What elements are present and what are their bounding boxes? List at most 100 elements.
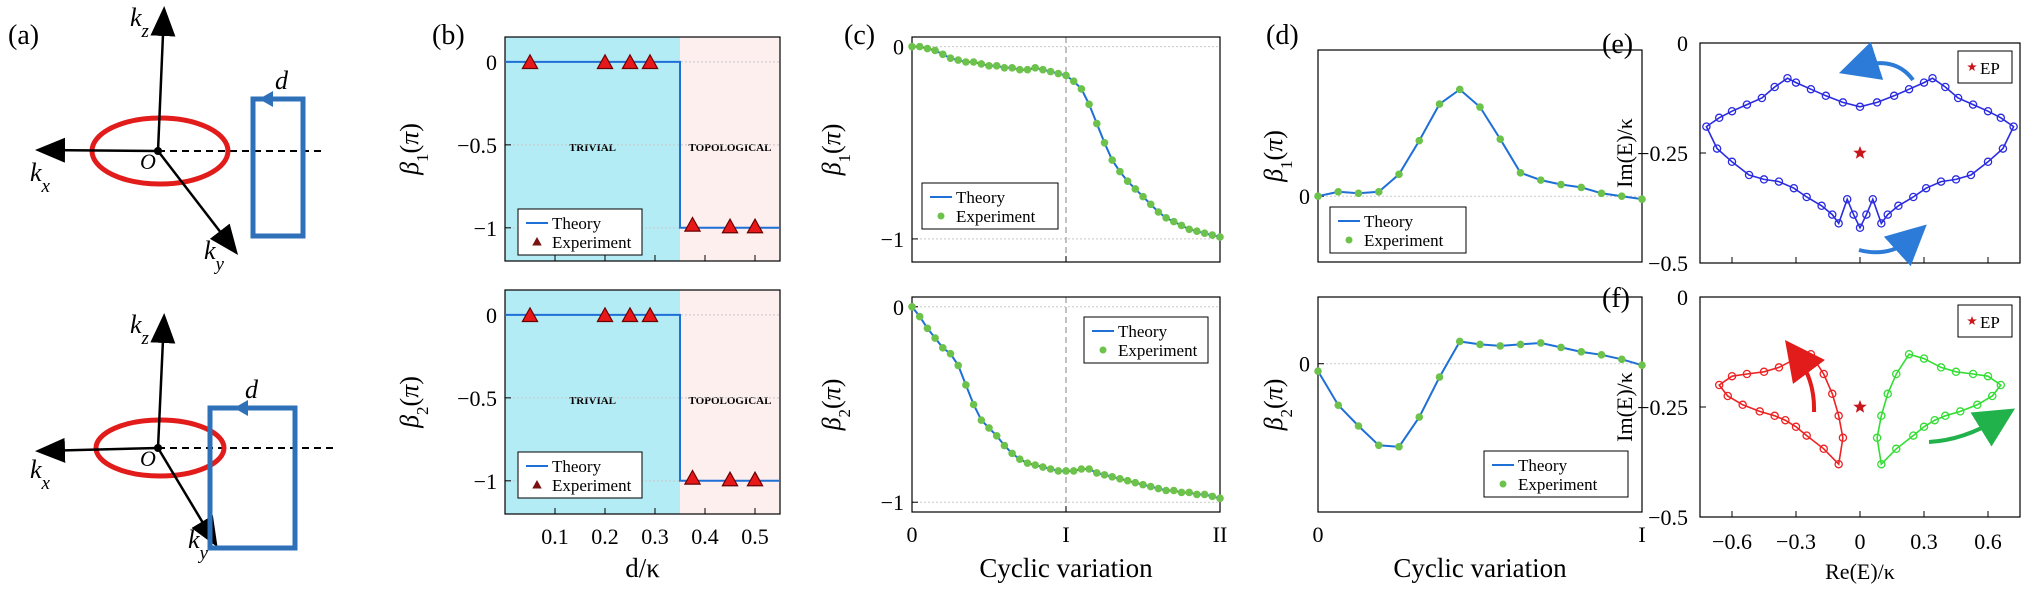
beta-unit: ( [817,145,846,154]
loop-point [1868,194,1878,204]
region-label: TOPOLOGICAL [689,142,772,154]
experiment-point [596,53,614,70]
loop-point [1727,157,1737,167]
experiment-point [1476,340,1484,349]
experiment-point [992,431,1001,440]
experiment-point [1139,480,1147,489]
kx-label-sub: x [41,176,51,197]
y-axis-label-text: β2(π) [817,379,854,432]
experiment-point [1374,188,1383,196]
loop-point [1872,98,1882,107]
kz-label-base: k [130,310,142,339]
y-axis-label: Im(E)/κ [1612,118,1637,188]
loop-point [1889,91,1899,101]
loop-point [1996,113,2006,123]
region-label: TRIVIAL [569,142,616,154]
experiment-point [1200,229,1209,237]
experiment-point [1177,221,1186,230]
loop-point [1702,122,1711,131]
x-tick-label: −0.6 [1712,529,1752,554]
y-tick-label: 0 [1299,184,1310,209]
beta-pi: π [395,384,424,398]
loop-point [1834,459,1843,469]
blue-loop [250,96,306,239]
x-axis-label: d/κ [625,553,660,583]
panel-label-e: (e) [1602,29,1633,60]
x-tick-label: 0.2 [591,524,619,549]
loop-point [1770,411,1779,421]
loop-point [1953,93,1963,103]
loop-point [1998,144,2008,153]
experiment-point [1314,192,1322,201]
loop-point [1774,177,1784,186]
beta-symbol: β [1259,169,1288,183]
experiment-point [923,324,932,333]
beta-unit-close: ) [1259,130,1288,139]
x-tick-label: 0 [1313,522,1324,547]
x-axis-label: Cyclic variation [979,553,1153,583]
experiment-point [1146,200,1155,209]
legend-box [1083,316,1209,364]
beta-symbol: β [1259,417,1288,431]
loop-point [1951,175,1961,184]
experiment-point [908,42,916,51]
legend-box [517,451,643,499]
y-tick-label: 0 [486,50,497,75]
experiment-point [1162,486,1170,495]
loop-point [1828,210,1837,219]
ep-star [1853,146,1867,159]
loop-point [1781,415,1790,425]
circulation-arrow [1928,408,2016,447]
loop-point [1936,177,1946,186]
loop-point [1757,93,1767,103]
ky-label-sub: y [198,543,209,564]
experiment-point [977,60,986,68]
experiment-point [1031,461,1039,469]
circulation-arrow [1858,224,1927,267]
experiment-point [1200,490,1209,499]
beta-unit: ( [395,398,424,407]
loop-point [1872,433,1882,443]
y-tick-label: −0.5 [457,133,497,158]
experiment-point [908,302,916,311]
loop-point [1877,459,1886,469]
experiment-point [1516,340,1525,349]
y-axis-label-text: β1(π) [395,123,432,176]
kz-label-base: k [130,3,142,32]
legend-experiment-label: Experiment [956,207,1036,226]
kx-label-base: k [30,158,42,187]
experiment-point [1435,100,1444,108]
experiment-point [1496,342,1505,350]
loop-point [1877,411,1886,421]
experiment-point [1162,213,1170,222]
x-tick-label: 0.4 [691,524,719,549]
experiment-point [1177,488,1186,497]
kx-axis [35,437,159,463]
loop-point [1983,157,1993,167]
legend-theory-label: Theory [1118,322,1168,341]
beta-symbol: β [395,162,424,176]
experiment-point [1008,63,1016,72]
experiment-point [1557,180,1565,189]
experiment-point [939,50,947,59]
experiment-point [1016,65,1024,74]
legend-experiment-swatch [532,237,542,246]
loop-point [1936,363,1946,372]
y-tick-label: 0 [1677,285,1688,310]
experiment-point [1597,189,1606,198]
region-label: TRIVIAL [569,395,616,407]
loop-point [1714,113,1724,123]
experiment-point [621,306,639,323]
experiment-point [969,400,978,409]
y-axis-label: β2(π) [395,376,432,429]
experiment-point [1435,373,1444,381]
loop-arrowhead [259,91,273,107]
loop-point [1842,194,1852,204]
legend-ep-label: EP [1980,59,2000,78]
experiment-point [1617,192,1626,201]
